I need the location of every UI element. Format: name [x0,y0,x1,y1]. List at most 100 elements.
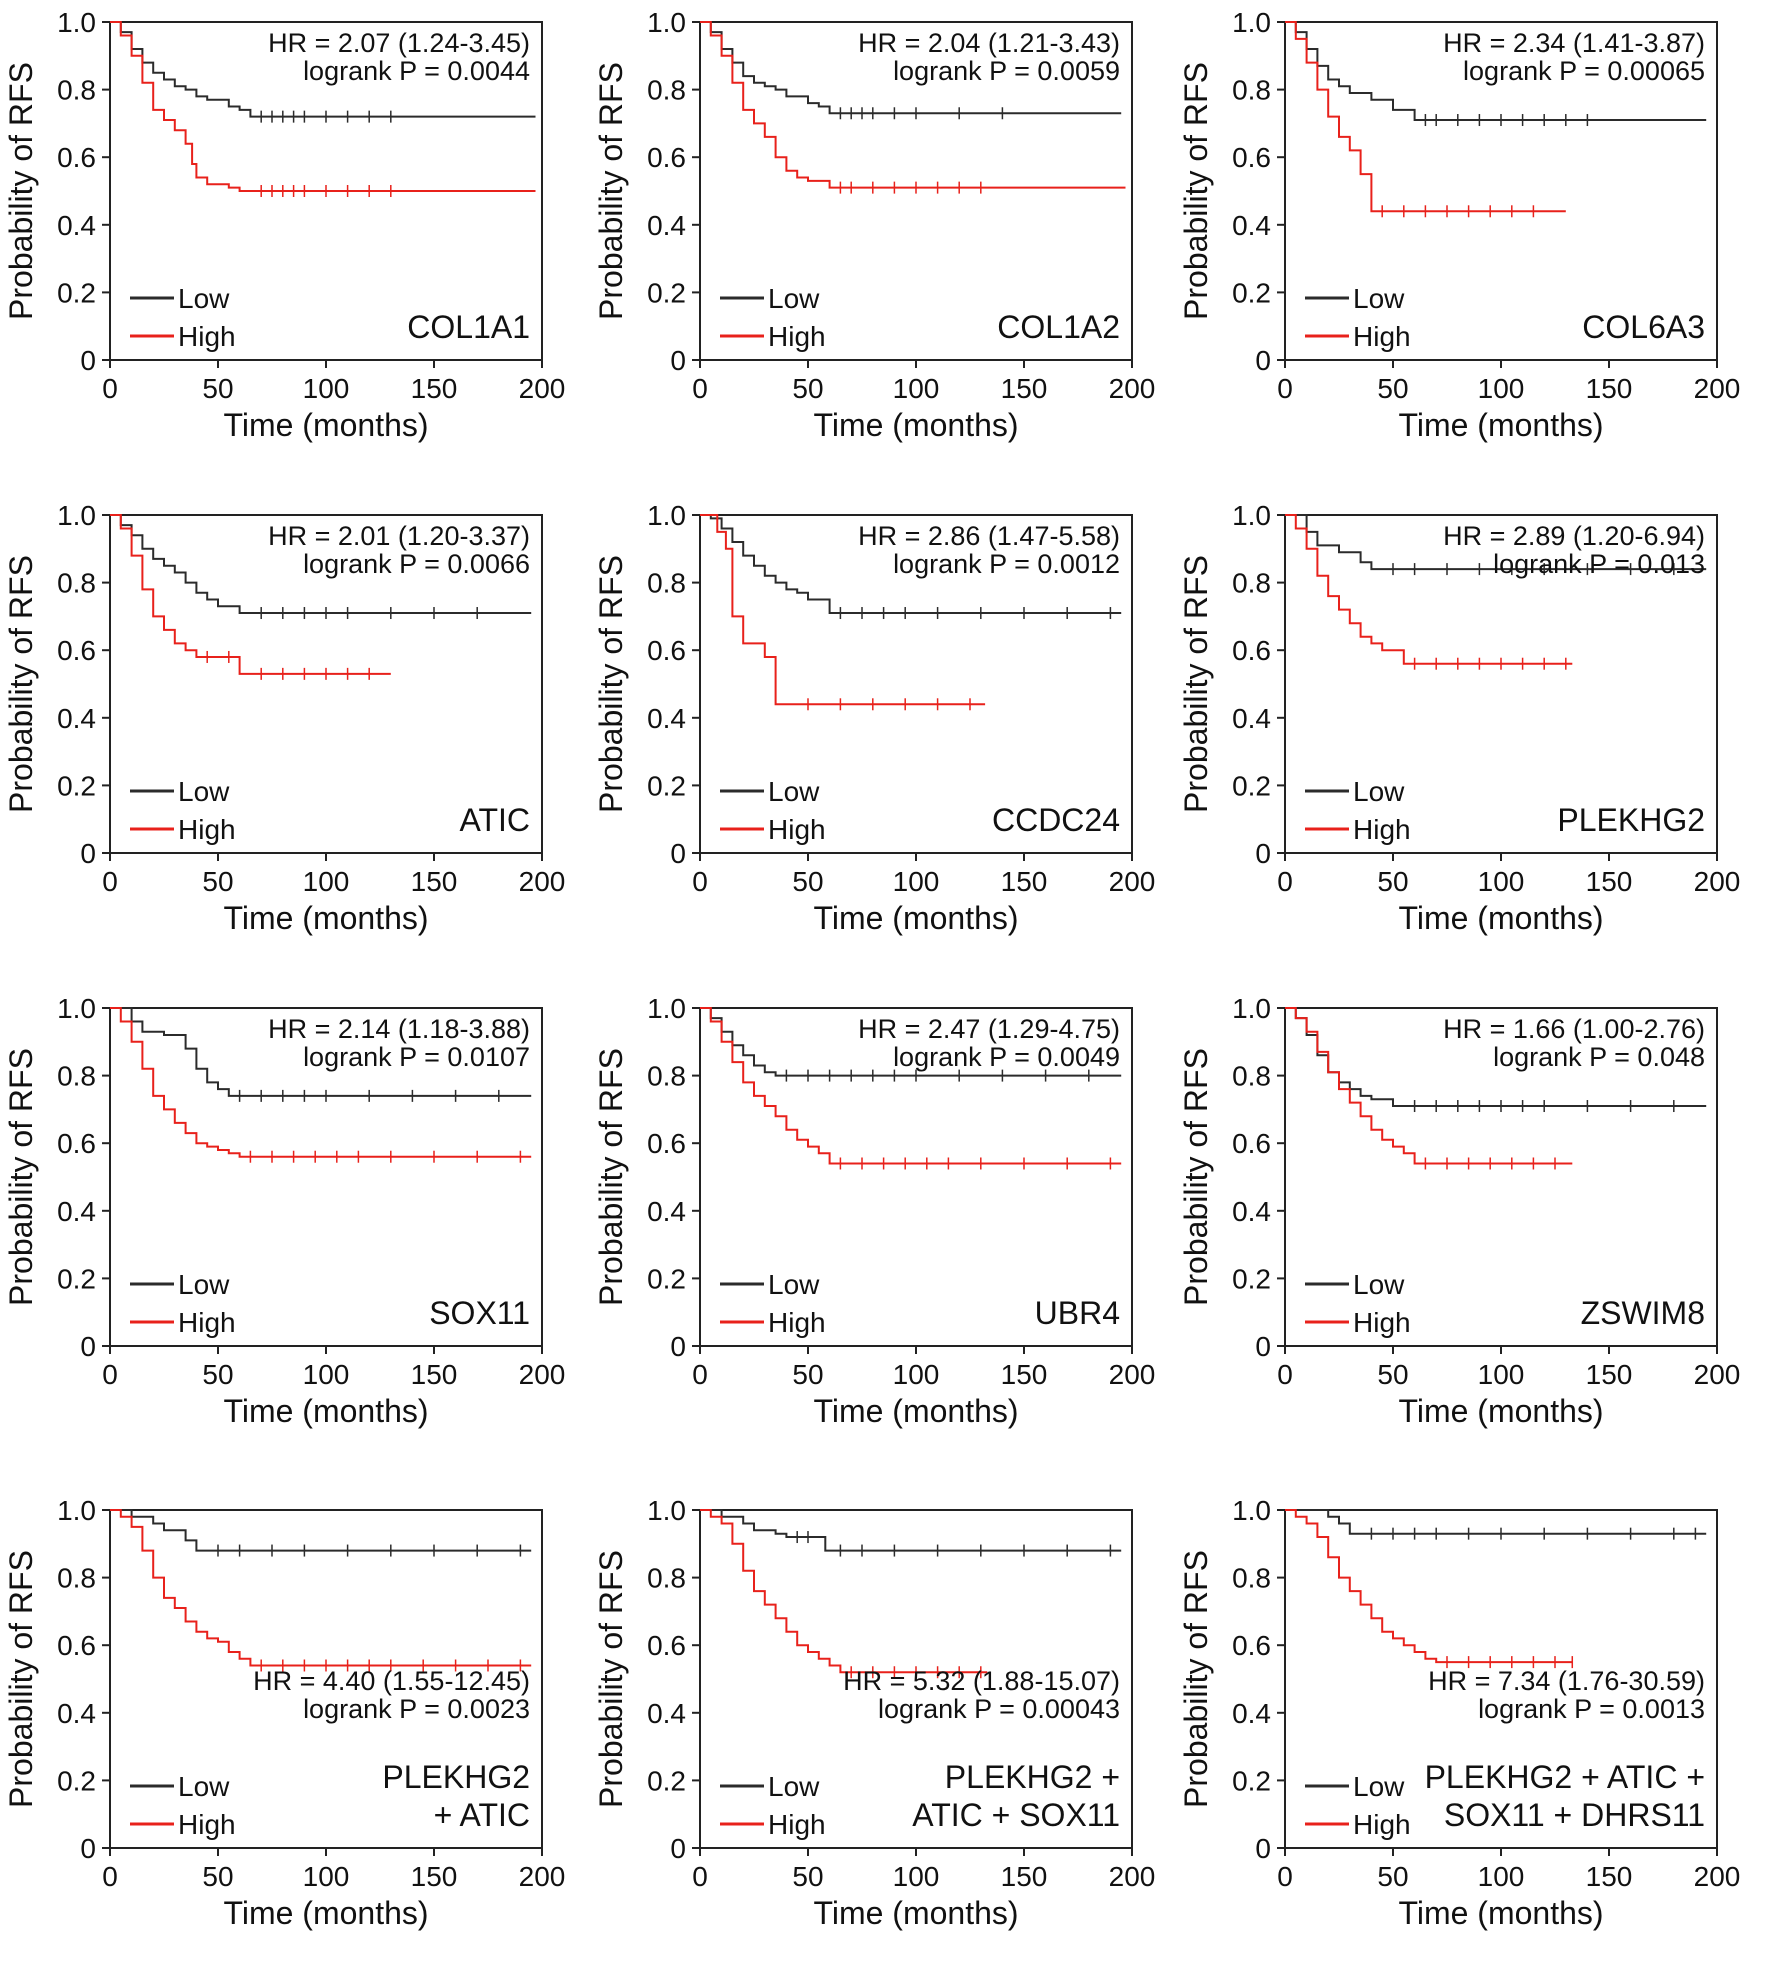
y-tick-label: 1.0 [1232,7,1271,38]
y-tick-label: 0.8 [57,1563,96,1594]
x-tick-label: 150 [411,373,458,404]
x-tick-label: 100 [1478,373,1525,404]
y-tick-label: 1.0 [647,993,686,1024]
x-tick-label: 50 [202,1861,233,1892]
x-tick-label: 50 [1377,1359,1408,1390]
x-tick-label: 50 [792,1861,823,1892]
x-tick-label: 0 [102,866,118,897]
gene-label: SOX11 + DHRS11 [1444,1797,1705,1833]
y-tick-label: 1.0 [57,7,96,38]
gene-label: COL6A3 [1582,309,1705,345]
y-tick-label: 0.8 [1232,568,1271,599]
y-tick-label: 0.2 [1232,277,1271,308]
legend-label-low: Low [1353,1269,1405,1300]
x-tick-label: 50 [1377,866,1408,897]
survival-curve-high [700,1509,988,1674]
logrank-p-text: logrank P = 0.0066 [303,549,530,579]
survival-curve-high [110,21,536,192]
hazard-ratio-text: HR = 2.14 (1.18-3.88) [268,1014,530,1044]
x-tick-label: 150 [1586,1861,1633,1892]
hazard-ratio-text: HR = 2.34 (1.41-3.87) [1443,28,1705,58]
y-tick-label: 0.6 [1232,1128,1271,1159]
logrank-p-text: logrank P = 0.0107 [303,1042,530,1072]
y-tick-label: 0.6 [1232,142,1271,173]
x-axis-title: Time (months) [813,407,1018,443]
logrank-p-text: logrank P = 0.0023 [303,1694,530,1724]
x-tick-label: 0 [102,1861,118,1892]
y-tick-label: 0.4 [57,1698,96,1729]
x-tick-label: 200 [1109,1359,1156,1390]
km-panel: 0 0.2 0.4 0.6 0.8 1.0 0 50 100 150 200 Time (months… [3,993,565,1429]
legend-label-high: High [178,814,236,845]
gene-label: PLEKHG2 [1557,802,1705,838]
y-tick-label: 0 [1255,1331,1271,1362]
y-tick-label: 0 [80,838,96,869]
x-tick-label: 50 [1377,1861,1408,1892]
y-tick-label: 0.2 [647,1263,686,1294]
x-tick-label: 0 [692,1359,708,1390]
y-tick-label: 0.2 [647,770,686,801]
y-tick-label: 1.0 [57,993,96,1024]
y-tick-label: 0 [670,1833,686,1864]
x-tick-label: 150 [1001,373,1048,404]
y-tick-label: 0.4 [1232,1196,1271,1227]
logrank-p-text: logrank P = 0.00043 [878,1694,1120,1724]
legend-label-high: High [768,1809,826,1840]
y-tick-label: 0.6 [1232,1630,1271,1661]
legend-label-low: Low [768,1269,820,1300]
y-tick-label: 0.8 [57,568,96,599]
x-tick-label: 200 [519,373,566,404]
x-tick-label: 150 [1586,373,1633,404]
x-tick-label: 100 [303,1861,350,1892]
y-tick-label: 1.0 [1232,500,1271,531]
x-tick-label: 50 [792,866,823,897]
gene-label: UBR4 [1035,1295,1120,1331]
y-tick-label: 0.2 [1232,770,1271,801]
gene-label: + ATIC [434,1797,530,1833]
y-tick-label: 0.2 [1232,1765,1271,1796]
x-axis-title: Time (months) [1398,1895,1603,1931]
x-tick-label: 150 [1001,866,1048,897]
x-tick-label: 0 [692,866,708,897]
legend-label-low: Low [1353,1771,1405,1802]
x-tick-label: 150 [1586,1359,1633,1390]
x-tick-label: 200 [1109,866,1156,897]
survival-curve-high [1285,21,1566,213]
y-tick-label: 0.8 [1232,1563,1271,1594]
y-axis-title: Probability of RFS [593,62,629,320]
hazard-ratio-text: HR = 2.01 (1.20-3.37) [268,521,530,551]
y-tick-label: 0.2 [1232,1263,1271,1294]
survival-curve-high [700,21,1126,189]
x-tick-label: 100 [303,866,350,897]
y-tick-label: 1.0 [57,1495,96,1526]
y-tick-label: 1.0 [647,1495,686,1526]
survival-curve-high [1285,1509,1573,1664]
x-tick-label: 200 [1109,373,1156,404]
gene-label: ATIC [459,802,530,838]
x-tick-label: 100 [893,866,940,897]
legend-label-high: High [1353,1307,1411,1338]
x-tick-label: 50 [792,373,823,404]
km-panel: 0 0.2 0.4 0.6 0.8 1.0 0 50 100 150 200 Time (months… [593,1495,1155,1931]
survival-curve-low [700,1007,1122,1077]
x-tick-label: 100 [303,1359,350,1390]
y-axis-title: Probability of RFS [1178,1048,1214,1306]
logrank-p-text: logrank P = 0.0013 [1478,1694,1705,1724]
x-tick-label: 50 [792,1359,823,1390]
x-tick-label: 50 [202,1359,233,1390]
hazard-ratio-text: HR = 2.04 (1.21-3.43) [858,28,1120,58]
y-axis-title: Probability of RFS [3,555,39,813]
legend-label-high: High [178,321,236,352]
y-tick-label: 0.6 [57,1128,96,1159]
x-tick-label: 50 [202,866,233,897]
x-tick-label: 0 [692,1861,708,1892]
y-axis-title: Probability of RFS [1178,555,1214,813]
y-axis-title: Probability of RFS [1178,62,1214,320]
x-tick-label: 200 [519,1861,566,1892]
legend-label-high: High [1353,814,1411,845]
y-tick-label: 0 [670,838,686,869]
y-tick-label: 0.4 [1232,210,1271,241]
legend-label-high: High [768,321,826,352]
y-tick-label: 1.0 [1232,1495,1271,1526]
